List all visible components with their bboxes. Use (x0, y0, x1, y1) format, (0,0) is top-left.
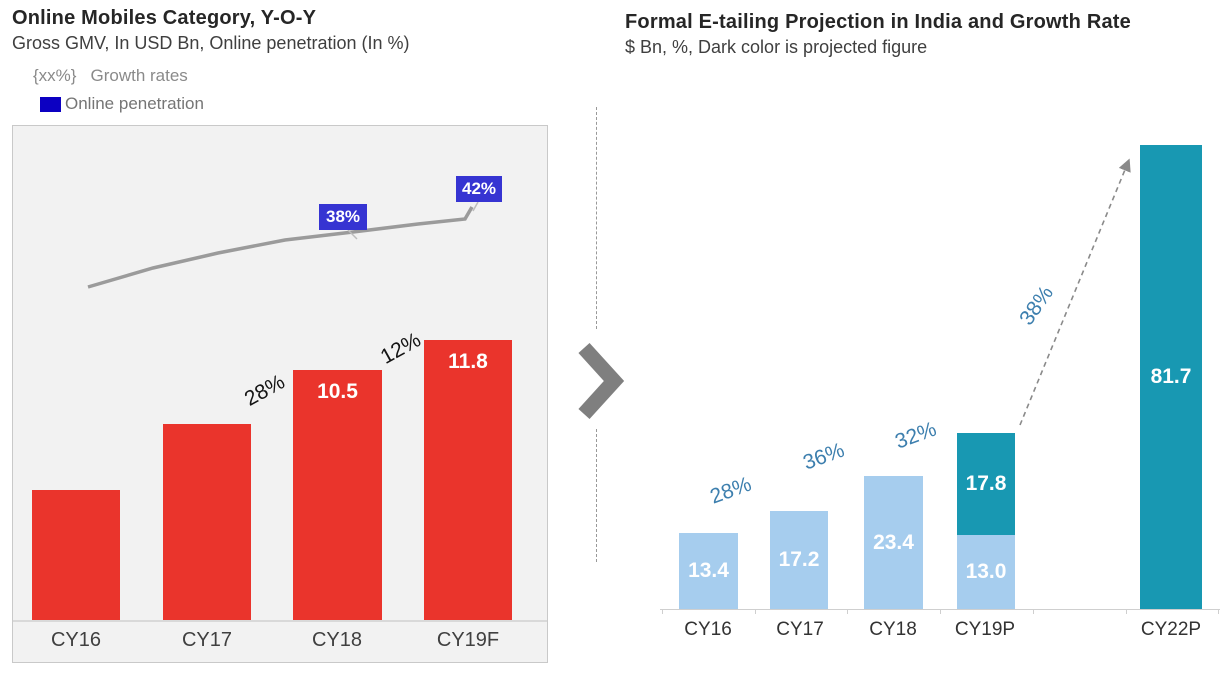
bar-cy17-gmv (163, 424, 251, 620)
axis-tick (755, 609, 756, 614)
divider-dashed-line-top (596, 107, 597, 329)
x-label-cy16: CY16 (684, 619, 732, 640)
x-label-cy19f: CY19F (436, 629, 500, 651)
bar-value-cy19p-actual: 13.0 (965, 560, 1007, 583)
axis-tick (1126, 609, 1127, 614)
bar-cy18-gmv: 10.5 (293, 370, 382, 620)
divider-dashed-line-bottom (596, 429, 597, 562)
x-label-cy18: CY18 (311, 629, 363, 651)
legend-online-penetration: Online penetration (40, 94, 204, 114)
bar-value-cy18: 23.4 (873, 530, 914, 554)
online-penetration-label: Online penetration (65, 94, 204, 113)
bar-value-cy19f: 11.8 (448, 350, 488, 373)
bar-value-cy22p: 81.7 (1150, 365, 1192, 388)
bar-cy17-etailing: 17.2 (770, 511, 828, 609)
penetration-label-cy19f: 42% (456, 176, 502, 202)
right-chart-subtitle: $ Bn, %, Dark color is projected figure (625, 37, 928, 57)
online-penetration-swatch-icon (40, 96, 61, 112)
online-penetration-line (87, 201, 479, 289)
bar-cy19f-gmv: 11.8 (424, 340, 512, 620)
bar-cy19p-projected-segment: 17.8 (957, 433, 1015, 535)
left-chart-title: Online Mobiles Category, Y-O-Y (12, 7, 317, 29)
bar-cy18-etailing: 23.4 (864, 476, 923, 609)
right-chart-plot-area: 13.4 17.2 23.4 13.0 17.8 81.7 28% 36% 32… (640, 130, 1227, 665)
x-label-cy16: CY16 (50, 629, 102, 651)
bar-cy16-etailing: 13.4 (679, 533, 738, 609)
bar-value-cy16: 13.4 (688, 559, 729, 582)
x-label-cy17: CY17 (181, 629, 233, 651)
axis-tick (847, 609, 848, 614)
chevron-right-icon (578, 342, 625, 420)
left-x-axis-line (13, 620, 547, 622)
axis-tick (662, 609, 663, 614)
axis-tick (940, 609, 941, 614)
penetration-label-cy18: 38% (319, 204, 367, 230)
bar-value-cy18: 10.5 (317, 380, 358, 403)
cagr-dashed-arrow (1019, 158, 1131, 426)
growth-rates-symbol: {xx%} (33, 66, 77, 85)
x-label-cy22p: CY22P (1140, 619, 1202, 640)
x-label-cy19p: CY19P (954, 619, 1016, 640)
bar-value-cy19p-projected: 17.8 (965, 472, 1007, 495)
axis-tick (1218, 609, 1219, 614)
bar-value-cy17: 17.2 (778, 548, 820, 571)
growth-rates-label: Growth rates (90, 66, 188, 85)
right-chart-title: Formal E-tailing Projection in India and… (625, 11, 1131, 33)
axis-tick (1033, 609, 1034, 614)
bar-cy22p-projected: 81.7 (1140, 145, 1202, 609)
bar-cy16-gmv (32, 490, 120, 620)
x-label-cy18: CY18 (869, 619, 917, 640)
left-chart-subtitle: Gross GMV, In USD Bn, Online penetration… (12, 33, 410, 53)
x-label-cy17: CY17 (776, 619, 824, 640)
left-chart-plot-area: 10.5 11.8 28% 12% 38% 42% CY16 CY17 CY18… (12, 125, 548, 663)
bar-cy19p-actual-segment: 13.0 (957, 535, 1015, 609)
legend-growth-rates: {xx%} Growth rates (33, 66, 188, 86)
